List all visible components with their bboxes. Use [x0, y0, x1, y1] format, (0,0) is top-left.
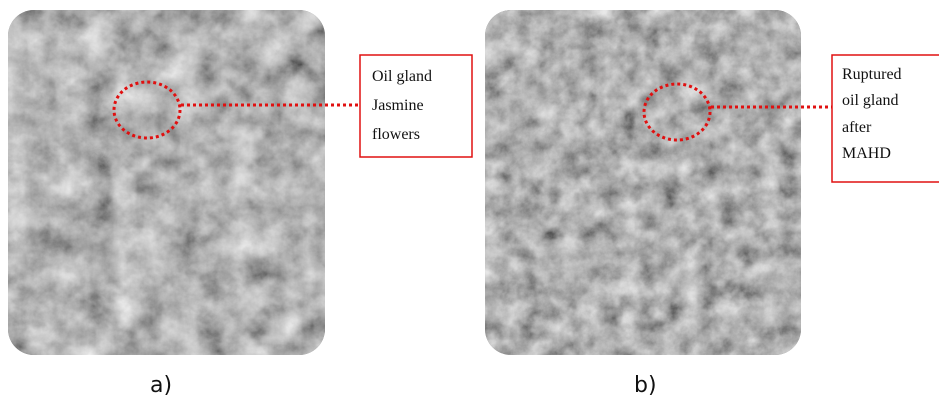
annotation-line: Jasmine	[372, 97, 424, 114]
sem-image-a	[8, 10, 325, 355]
panel-a: Oil gland Jasmine flowers a)	[8, 10, 472, 398]
annotation-line: Ruptured	[842, 66, 902, 83]
panel-label: b)	[634, 373, 657, 398]
annotation-line: Oil gland	[372, 68, 432, 85]
panel-b: Ruptured oil gland after MAHD b)	[485, 10, 939, 398]
figure: Oil gland Jasmine flowers a) Ruptured oi…	[0, 0, 939, 401]
annotation-line: MAHD	[842, 145, 891, 162]
sem-image-b	[485, 10, 801, 355]
annotation-line: after	[842, 119, 872, 136]
panel-label: a)	[150, 373, 172, 398]
annotation-line: oil gland	[842, 92, 898, 109]
annotation-line: flowers	[372, 126, 420, 143]
